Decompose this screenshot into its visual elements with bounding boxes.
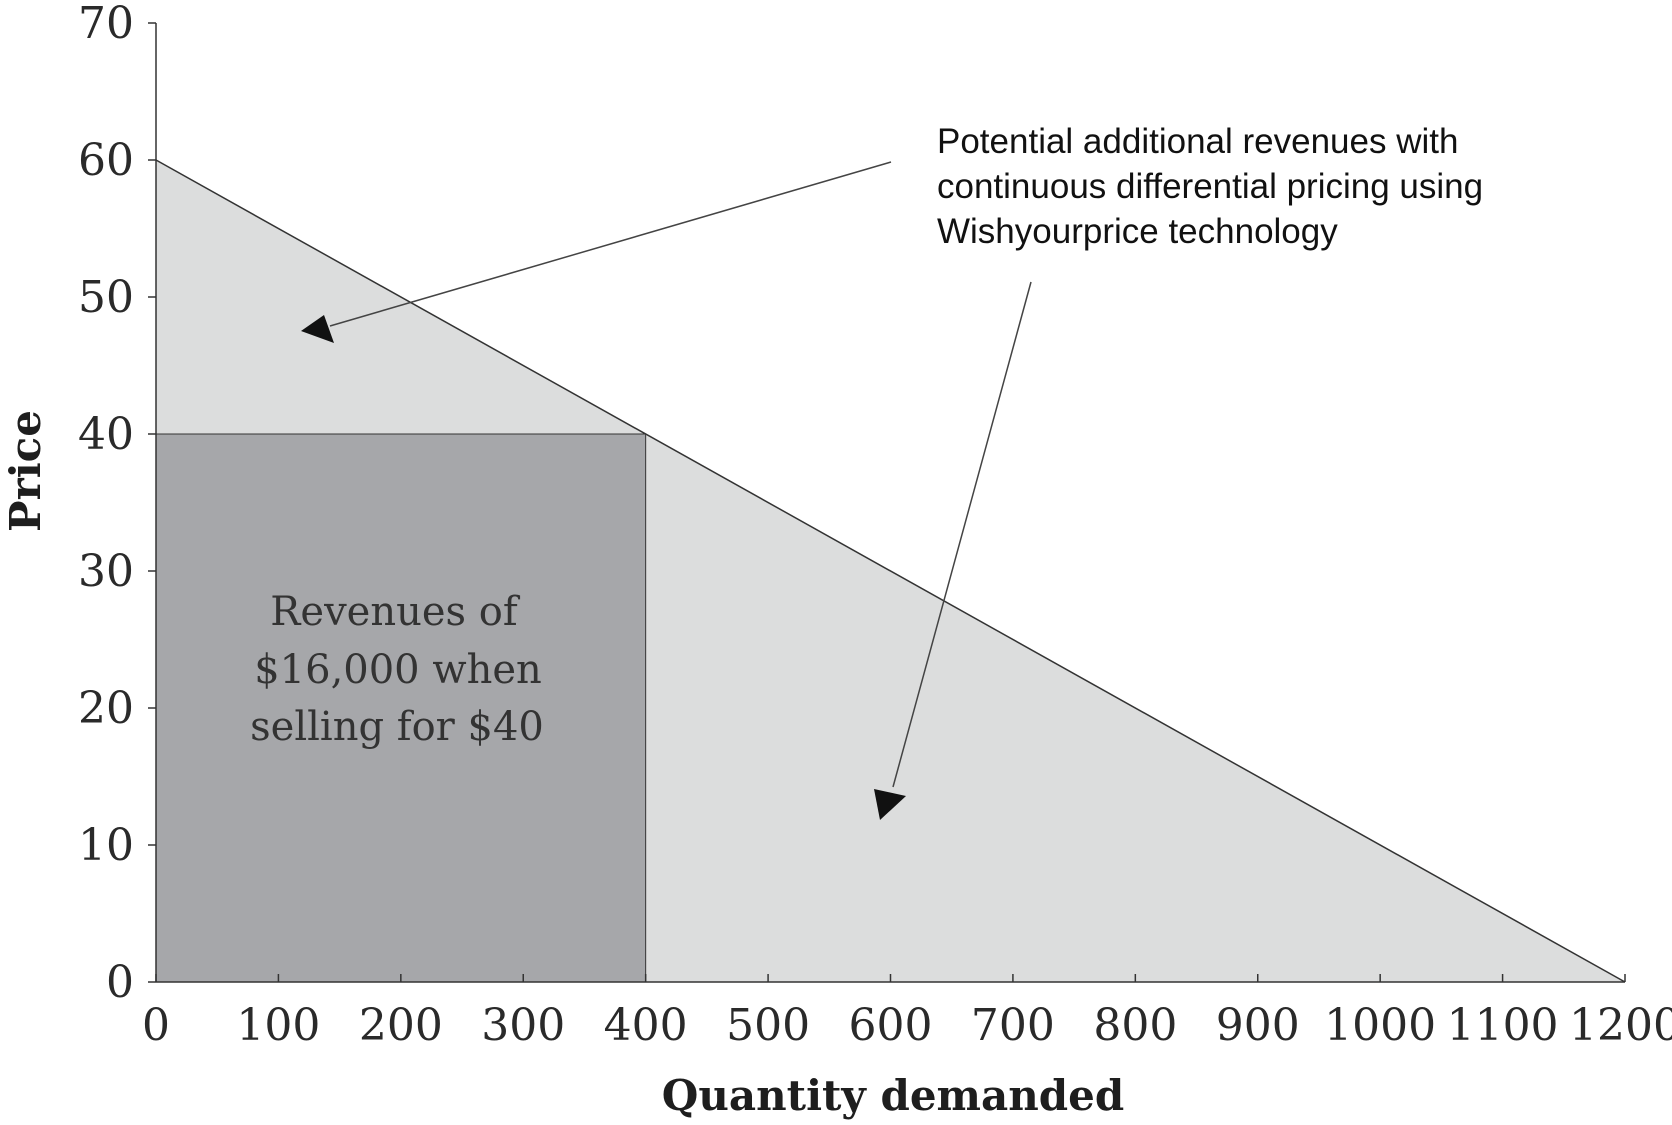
callout-line-1: Potential additional revenues with — [937, 122, 1458, 161]
x-tick-label: 1000 — [1324, 1000, 1436, 1051]
x-axis-title: Quantity demanded — [662, 1071, 1124, 1120]
callout-arrowhead-left — [301, 315, 334, 343]
y-ticks: 0 10 20 30 40 50 60 70 — [78, 0, 156, 1008]
y-tick-label: 60 — [78, 135, 134, 186]
revenue-label-line-2: $16,000 when — [254, 647, 542, 693]
x-ticks: 0 100 200 300 400 500 600 700 800 900 1000 1100 1200 — [142, 974, 1672, 1051]
callout-line-2: continuous differential pricing using — [937, 167, 1483, 206]
x-tick-label: 200 — [359, 1000, 443, 1051]
demand-line — [155, 159, 1626, 983]
x-tick-label: 300 — [481, 1000, 565, 1051]
revenue-rectangle — [155, 433, 647, 983]
x-tick-label: 400 — [604, 1000, 688, 1051]
x-tick-label: 600 — [849, 1000, 933, 1051]
x-tick-label: 100 — [236, 1000, 320, 1051]
x-tick-label: 0 — [142, 1000, 170, 1051]
y-tick-label: 70 — [78, 0, 134, 49]
x-tick-label: 1100 — [1447, 1000, 1559, 1051]
callout-leader-right — [892, 281, 1032, 788]
x-tick-label: 1200 — [1569, 1000, 1672, 1051]
y-tick-label: 20 — [78, 683, 134, 734]
y-tick-label: 0 — [106, 957, 134, 1008]
y-axis-title: Price — [1, 410, 50, 532]
revenue-label-line-1: Revenues of — [270, 589, 521, 635]
y-tick-label: 10 — [78, 820, 134, 871]
y-tick-label: 30 — [78, 546, 134, 597]
x-tick-label: 800 — [1093, 1000, 1177, 1051]
x-tick-label: 700 — [971, 1000, 1055, 1051]
y-tick-label: 50 — [78, 272, 134, 323]
callout-line-3: Wishyourprice technology — [937, 212, 1338, 251]
x-tick-label: 500 — [726, 1000, 810, 1051]
y-tick-label: 40 — [78, 409, 134, 460]
callout-arrowhead-right — [874, 789, 906, 820]
x-tick-label: 900 — [1216, 1000, 1300, 1051]
callout-leader-left — [329, 161, 892, 327]
revenue-label-line-3: selling for $40 — [250, 704, 544, 750]
